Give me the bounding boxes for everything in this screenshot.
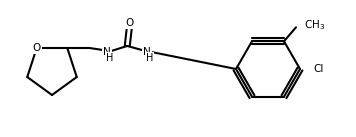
Text: O: O xyxy=(125,18,134,28)
Text: H: H xyxy=(106,53,113,63)
Text: O: O xyxy=(33,43,41,53)
Text: H: H xyxy=(146,53,153,63)
Text: N: N xyxy=(103,47,111,57)
Text: CH$_3$: CH$_3$ xyxy=(304,18,325,32)
Text: N: N xyxy=(143,47,151,57)
Text: Cl: Cl xyxy=(313,64,323,74)
